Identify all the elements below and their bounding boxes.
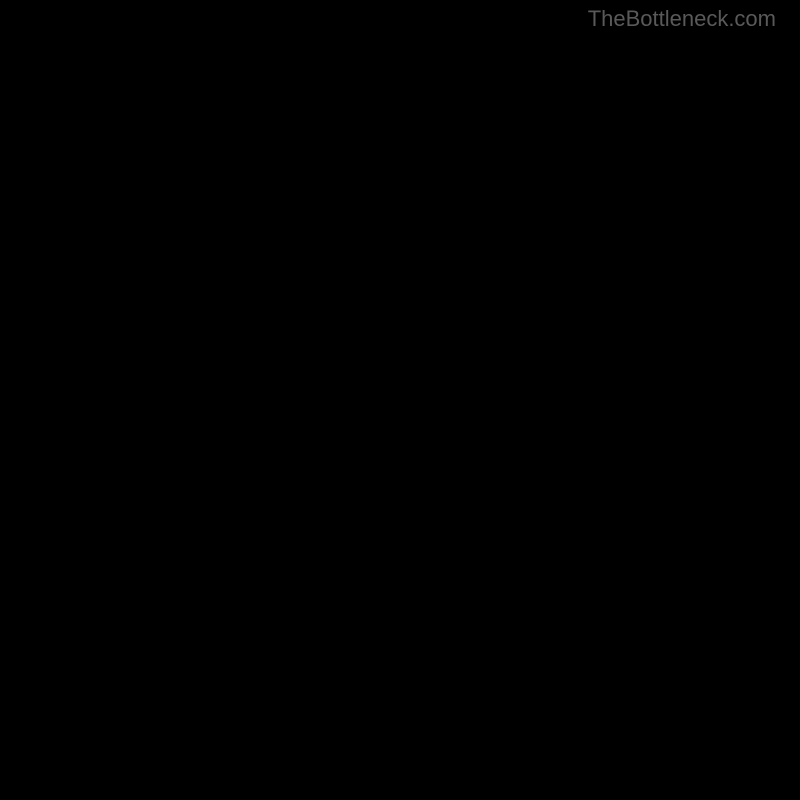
- crosshair-vertical: [389, 30, 390, 770]
- crosshair-horizontal: [30, 367, 770, 368]
- heatmap-plot: [30, 30, 770, 770]
- watermark-text: TheBottleneck.com: [588, 6, 776, 32]
- crosshair-dot: [384, 362, 394, 372]
- heatmap-canvas: [30, 30, 770, 770]
